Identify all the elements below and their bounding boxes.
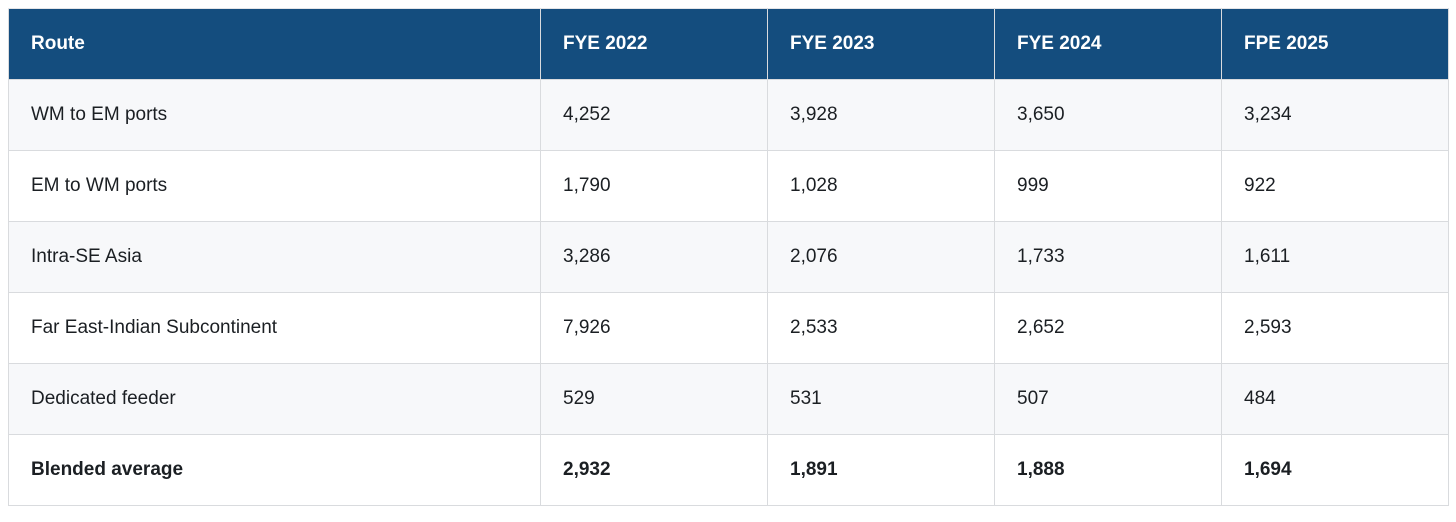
header-cell-fye-2023: FYE 2023 [767, 8, 995, 80]
value-cell: 1,733 [994, 221, 1222, 293]
table-row: Intra-SE Asia 3,286 2,076 1,733 1,611 [8, 221, 1449, 293]
value-cell: 999 [994, 150, 1222, 222]
header-cell-fye-2024: FYE 2024 [994, 8, 1222, 80]
value-cell: 3,286 [540, 221, 768, 293]
value-cell: 529 [540, 363, 768, 435]
value-cell: 1,694 [1221, 434, 1449, 506]
value-cell: 2,932 [540, 434, 768, 506]
value-cell: 2,533 [767, 292, 995, 364]
table-row: Blended average 2,932 1,891 1,888 1,694 [8, 434, 1449, 506]
table-body: WM to EM ports 4,252 3,928 3,650 3,234 E… [8, 79, 1449, 506]
route-cell: WM to EM ports [8, 79, 541, 151]
route-cell: Dedicated feeder [8, 363, 541, 435]
value-cell: 3,234 [1221, 79, 1449, 151]
value-cell: 484 [1221, 363, 1449, 435]
route-cell: EM to WM ports [8, 150, 541, 222]
route-cell: Blended average [8, 434, 541, 506]
value-cell: 4,252 [540, 79, 768, 151]
header-cell-route: Route [8, 8, 541, 80]
table-row: Far East-Indian Subcontinent 7,926 2,533… [8, 292, 1449, 364]
table-row: EM to WM ports 1,790 1,028 999 922 [8, 150, 1449, 222]
header-cell-fpe-2025: FPE 2025 [1221, 8, 1449, 80]
value-cell: 922 [1221, 150, 1449, 222]
table-row: Dedicated feeder 529 531 507 484 [8, 363, 1449, 435]
value-cell: 1,790 [540, 150, 768, 222]
header-cell-fye-2022: FYE 2022 [540, 8, 768, 80]
value-cell: 1,611 [1221, 221, 1449, 293]
value-cell: 1,888 [994, 434, 1222, 506]
table-row: WM to EM ports 4,252 3,928 3,650 3,234 [8, 79, 1449, 151]
value-cell: 1,028 [767, 150, 995, 222]
value-cell: 7,926 [540, 292, 768, 364]
route-cell: Far East-Indian Subcontinent [8, 292, 541, 364]
route-cell: Intra-SE Asia [8, 221, 541, 293]
value-cell: 507 [994, 363, 1222, 435]
value-cell: 531 [767, 363, 995, 435]
table-header: Route FYE 2022 FYE 2023 FYE 2024 FPE 202… [8, 8, 1449, 80]
route-rates-table: Route FYE 2022 FYE 2023 FYE 2024 FPE 202… [8, 8, 1449, 506]
value-cell: 2,076 [767, 221, 995, 293]
value-cell: 3,928 [767, 79, 995, 151]
value-cell: 3,650 [994, 79, 1222, 151]
value-cell: 2,652 [994, 292, 1222, 364]
value-cell: 1,891 [767, 434, 995, 506]
value-cell: 2,593 [1221, 292, 1449, 364]
header-row: Route FYE 2022 FYE 2023 FYE 2024 FPE 202… [8, 8, 1449, 80]
